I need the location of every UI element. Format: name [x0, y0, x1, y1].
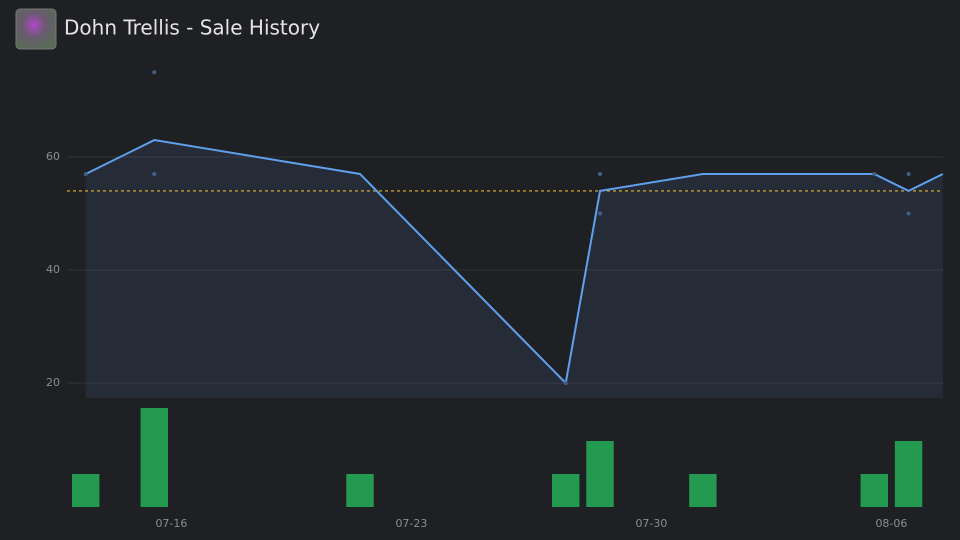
volume-bar: [894, 441, 923, 507]
y-tick-label: 60: [46, 150, 60, 163]
price-area: [85, 140, 943, 399]
volume-bar: [860, 474, 888, 507]
y-tick-label: 20: [46, 376, 60, 389]
sale-point: [598, 211, 602, 216]
sale-point: [152, 171, 157, 176]
sale-point: [906, 211, 911, 216]
sale-point: [872, 171, 877, 176]
x-tick-label: 07-16: [155, 517, 187, 530]
volume-bar: [346, 474, 374, 507]
price-line: [85, 139, 944, 386]
item-icon: [15, 8, 57, 50]
volume-bar: [72, 474, 100, 507]
sale-point: [83, 171, 88, 176]
volume-bar: [140, 408, 168, 507]
sale-point: [906, 171, 911, 176]
x-tick-label: 07-30: [635, 517, 667, 530]
y-tick-label: 40: [46, 263, 60, 276]
volume-bar: [586, 441, 614, 507]
x-tick-label: 07-23: [395, 517, 427, 530]
sale-point: [598, 171, 602, 176]
sale-point: [563, 381, 568, 386]
volume-bar: [689, 474, 717, 507]
sale-point: [152, 70, 157, 75]
volume-bar: [552, 474, 580, 507]
x-tick-label: 08-06: [875, 517, 907, 530]
chart-title: Dohn Trellis - Sale History: [64, 16, 320, 40]
